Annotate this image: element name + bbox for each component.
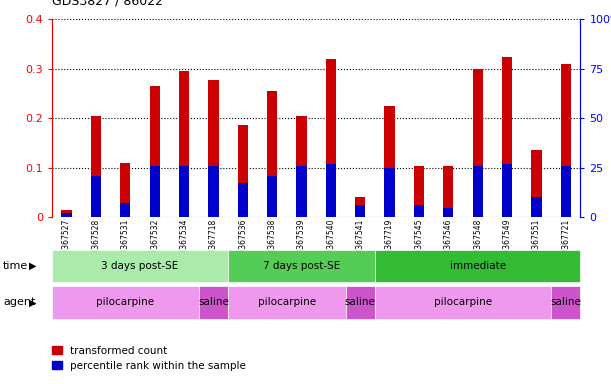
Bar xyxy=(561,166,571,217)
Bar xyxy=(150,166,160,217)
Bar xyxy=(326,59,336,217)
Text: pilocarpine: pilocarpine xyxy=(258,297,316,308)
Bar xyxy=(150,86,160,217)
Bar xyxy=(355,205,365,217)
Bar xyxy=(120,162,131,217)
Bar xyxy=(91,116,101,217)
Text: saline: saline xyxy=(198,297,229,308)
Bar xyxy=(120,203,131,217)
Legend: transformed count, percentile rank within the sample: transformed count, percentile rank withi… xyxy=(48,341,250,375)
Bar xyxy=(472,166,483,217)
Bar xyxy=(561,64,571,217)
Bar xyxy=(91,176,101,217)
Bar xyxy=(179,71,189,217)
Bar xyxy=(208,79,219,217)
Text: pilocarpine: pilocarpine xyxy=(434,297,492,308)
Bar xyxy=(296,116,307,217)
Text: time: time xyxy=(3,261,28,271)
Bar xyxy=(384,167,395,217)
Bar xyxy=(267,176,277,217)
Bar xyxy=(326,164,336,217)
Bar xyxy=(238,183,248,217)
Bar xyxy=(532,150,541,217)
Bar xyxy=(443,208,453,217)
Text: immediate: immediate xyxy=(450,261,506,271)
Bar xyxy=(62,210,71,217)
Bar xyxy=(208,166,219,217)
Text: 7 days post-SE: 7 days post-SE xyxy=(263,261,340,271)
Bar xyxy=(443,166,453,217)
Bar xyxy=(355,197,365,217)
Text: saline: saline xyxy=(345,297,376,308)
Text: agent: agent xyxy=(3,297,35,308)
Text: GDS3827 / 86022: GDS3827 / 86022 xyxy=(52,0,163,8)
Bar xyxy=(414,166,424,217)
Bar xyxy=(62,213,71,217)
Bar xyxy=(502,164,512,217)
Bar xyxy=(296,166,307,217)
Bar xyxy=(414,205,424,217)
Bar xyxy=(472,69,483,217)
Bar xyxy=(384,106,395,217)
Text: saline: saline xyxy=(551,297,581,308)
Text: pilocarpine: pilocarpine xyxy=(97,297,155,308)
Bar xyxy=(532,197,541,217)
Bar xyxy=(179,166,189,217)
Text: 3 days post-SE: 3 days post-SE xyxy=(101,261,178,271)
Bar xyxy=(267,91,277,217)
Bar xyxy=(238,126,248,217)
Bar xyxy=(502,57,512,217)
Text: ▶: ▶ xyxy=(29,261,36,271)
Text: ▶: ▶ xyxy=(29,297,36,308)
